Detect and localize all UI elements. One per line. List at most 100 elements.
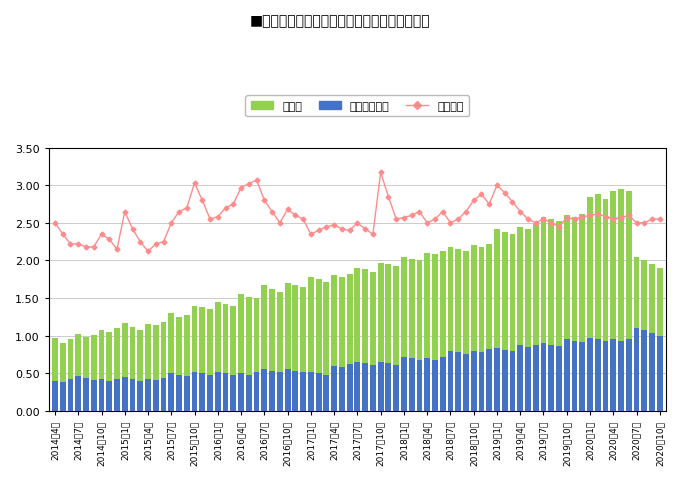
Bar xyxy=(463,252,469,411)
Bar xyxy=(184,315,190,411)
Bar xyxy=(200,373,205,411)
Bar xyxy=(432,360,438,411)
Bar xyxy=(215,302,221,411)
Bar xyxy=(471,351,477,411)
Bar xyxy=(479,352,484,411)
Legend: 求人数, 転職希望者数, 求人倍率: 求人数, 転職希望者数, 求人倍率 xyxy=(245,96,469,117)
Bar xyxy=(91,335,97,411)
Bar xyxy=(67,340,74,411)
Bar xyxy=(347,275,353,411)
Bar xyxy=(254,299,259,411)
Bar xyxy=(168,313,174,411)
Bar xyxy=(246,297,252,411)
Bar xyxy=(153,325,159,411)
Bar xyxy=(541,217,546,411)
Bar xyxy=(525,229,531,411)
Bar xyxy=(548,220,554,411)
Bar xyxy=(548,345,554,411)
Bar xyxy=(331,276,337,411)
Bar xyxy=(99,380,104,411)
Bar xyxy=(595,340,601,411)
Bar xyxy=(486,349,492,411)
Bar xyxy=(215,372,221,411)
Bar xyxy=(509,235,516,411)
Bar xyxy=(610,192,616,411)
Bar xyxy=(580,215,585,411)
Bar xyxy=(494,348,500,411)
Bar xyxy=(626,340,632,411)
Bar xyxy=(277,292,283,411)
Bar xyxy=(114,328,120,411)
Bar xyxy=(83,378,89,411)
Bar xyxy=(456,352,461,411)
Bar xyxy=(91,380,97,411)
Bar xyxy=(254,372,259,411)
Bar xyxy=(168,373,174,411)
Bar xyxy=(533,225,539,411)
Bar xyxy=(587,197,593,411)
Bar xyxy=(300,287,306,411)
Bar xyxy=(308,372,314,411)
Bar xyxy=(106,332,112,411)
Bar xyxy=(52,338,58,411)
Bar xyxy=(122,323,127,411)
Bar xyxy=(191,372,197,411)
Bar xyxy=(642,331,647,411)
Bar xyxy=(331,366,337,411)
Bar xyxy=(571,341,577,411)
Bar xyxy=(83,337,89,411)
Bar xyxy=(440,357,445,411)
Bar xyxy=(292,285,298,411)
Bar xyxy=(393,365,399,411)
Bar xyxy=(603,341,608,411)
Bar xyxy=(246,375,252,411)
Bar xyxy=(378,362,383,411)
Bar xyxy=(370,365,376,411)
Bar xyxy=(580,343,585,411)
Bar xyxy=(447,247,454,411)
Bar xyxy=(447,351,454,411)
Bar xyxy=(184,376,190,411)
Text: ■転職求人倍率・求人数・転職希望者数の推移: ■転職求人倍率・求人数・転職希望者数の推移 xyxy=(250,14,431,28)
Bar xyxy=(502,232,507,411)
Bar xyxy=(207,375,213,411)
Bar xyxy=(603,199,608,411)
Bar xyxy=(401,257,407,411)
Bar xyxy=(316,280,321,411)
Bar xyxy=(145,379,151,411)
Bar xyxy=(176,317,182,411)
Bar xyxy=(277,372,283,411)
Bar xyxy=(323,282,330,411)
Bar xyxy=(67,380,74,411)
Bar xyxy=(106,381,112,411)
Bar xyxy=(463,354,469,411)
Bar xyxy=(230,375,236,411)
Bar xyxy=(269,371,275,411)
Bar xyxy=(502,350,507,411)
Bar xyxy=(533,345,539,411)
Bar xyxy=(138,381,143,411)
Bar xyxy=(525,347,531,411)
Bar xyxy=(339,277,345,411)
Bar xyxy=(518,346,523,411)
Bar xyxy=(200,307,205,411)
Bar xyxy=(657,268,663,411)
Bar xyxy=(76,376,81,411)
Bar xyxy=(339,368,345,411)
Bar xyxy=(424,359,430,411)
Bar xyxy=(541,344,546,411)
Bar xyxy=(223,373,229,411)
Bar xyxy=(385,264,392,411)
Bar xyxy=(223,304,229,411)
Bar xyxy=(401,357,407,411)
Bar xyxy=(610,340,616,411)
Bar xyxy=(649,264,655,411)
Bar xyxy=(262,370,267,411)
Bar xyxy=(424,253,430,411)
Bar xyxy=(518,228,523,411)
Bar xyxy=(238,373,244,411)
Bar xyxy=(409,359,415,411)
Bar xyxy=(642,261,647,411)
Bar xyxy=(595,195,601,411)
Bar xyxy=(657,336,663,411)
